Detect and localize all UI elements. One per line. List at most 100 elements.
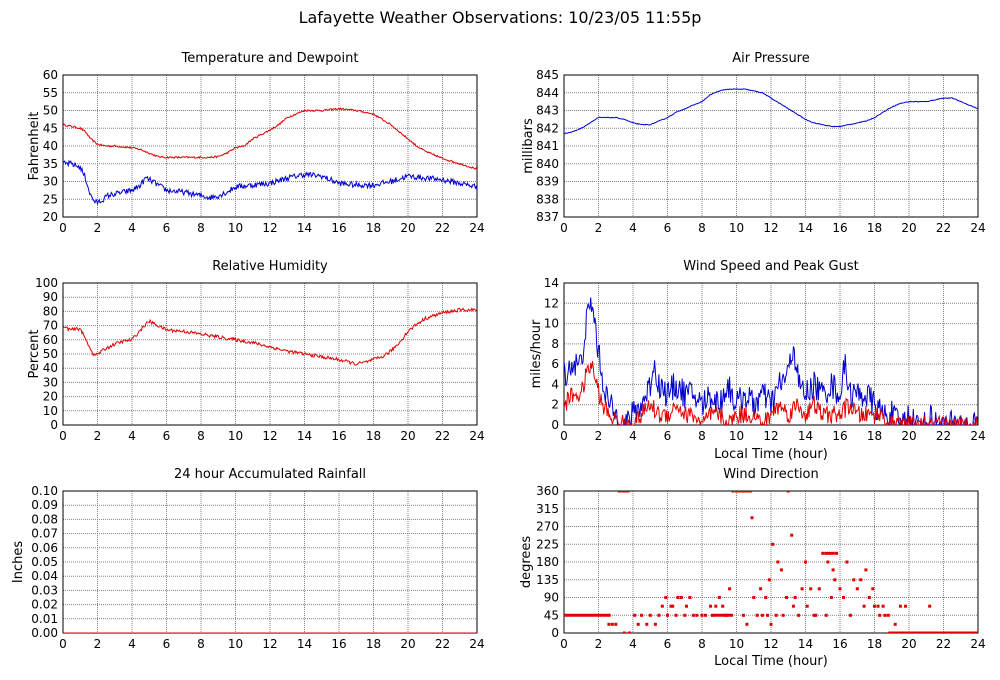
data-point <box>881 604 885 608</box>
data-point <box>873 604 876 608</box>
x-tick-label: 10 <box>228 429 243 443</box>
data-point <box>781 613 785 617</box>
data-point <box>731 491 735 493</box>
data-point <box>717 596 721 599</box>
x-tick-label: 0 <box>560 637 568 651</box>
plot-area <box>564 88 978 135</box>
x-tick-label: 4 <box>128 637 136 651</box>
data-point <box>835 551 838 555</box>
y-tick-label: 30 <box>43 375 58 389</box>
plot-frame <box>563 282 979 426</box>
data-point <box>617 491 621 493</box>
x-tick-label: 20 <box>901 429 916 443</box>
y-tick-label: 225 <box>536 537 559 551</box>
x-tick-label: 2 <box>94 429 102 443</box>
y-tick-label: 80 <box>43 304 58 318</box>
x-tick-label: 16 <box>331 637 346 651</box>
y-tick-label: 4 <box>551 377 559 391</box>
y-tick-label: 135 <box>536 573 559 587</box>
data-point <box>676 596 680 599</box>
y-tick-label: 843 <box>536 104 559 118</box>
data-point <box>683 613 687 617</box>
x-tick-label: 24 <box>469 429 484 443</box>
y-tick-label: 840 <box>536 157 559 171</box>
y-tick-label: 0 <box>551 418 559 432</box>
y-tick-label: 0.10 <box>31 484 58 498</box>
y-tick-label: 45 <box>544 608 559 622</box>
y-axis-label: Inches <box>11 541 26 583</box>
x-tick-label: 8 <box>197 429 205 443</box>
x-tick-label: 24 <box>469 221 484 235</box>
x-tick-label: 14 <box>297 637 312 651</box>
x-tick-label: 12 <box>262 221 277 235</box>
data-point <box>804 560 807 564</box>
y-tick-label: 40 <box>43 361 58 375</box>
data-point <box>883 613 887 617</box>
chart-accumulated-rainfall: 24 hour Accumulated Rainfall 0.000.010.02… <box>11 467 485 651</box>
y-tick-label: 0.06 <box>31 541 58 555</box>
y-axis-label: millibars <box>521 118 536 174</box>
data-point <box>640 613 644 617</box>
x-tick-label: 22 <box>435 637 450 651</box>
x-tick-label: 22 <box>936 637 951 651</box>
x-tick-label: 0 <box>59 221 67 235</box>
data-point <box>774 613 778 617</box>
y-tick-label: 70 <box>43 319 58 333</box>
y-tick-label: 0.09 <box>31 498 58 512</box>
x-tick-label: 18 <box>366 221 381 235</box>
data-point <box>700 613 704 617</box>
data-point <box>760 613 764 617</box>
data-point <box>747 491 751 493</box>
data-point <box>862 604 866 608</box>
x-tick-label: 20 <box>400 221 415 235</box>
data-point <box>660 604 664 608</box>
x-tick-label: 2 <box>94 221 102 235</box>
x-tick-label: 2 <box>595 429 603 443</box>
y-tick-label: 60 <box>43 333 58 347</box>
x-tick-label: 22 <box>435 429 450 443</box>
data-point <box>710 613 714 617</box>
x-tick-label: 14 <box>798 637 813 651</box>
y-tick-label: 20 <box>43 390 58 404</box>
x-tick-label: 6 <box>163 429 171 443</box>
x-tick-label: 4 <box>629 429 637 443</box>
data-point <box>812 613 816 617</box>
x-tick-label: 6 <box>664 221 672 235</box>
x-tick-label: 6 <box>664 637 672 651</box>
y-tick-label: 60 <box>43 68 58 82</box>
y-tick-label: 841 <box>536 139 559 153</box>
data-point <box>878 613 882 617</box>
data-point <box>838 587 842 591</box>
data-point <box>876 604 880 608</box>
data-point <box>842 596 845 599</box>
data-point <box>714 604 718 608</box>
y-tick-label: 0.03 <box>31 583 58 597</box>
plot-frame <box>563 490 979 634</box>
data-point <box>928 604 932 608</box>
series-line-0 <box>63 107 477 170</box>
x-tick-label: 0 <box>59 637 67 651</box>
y-tick-label: 315 <box>536 502 559 516</box>
data-point <box>724 613 728 617</box>
x-tick-label: 20 <box>400 637 415 651</box>
y-tick-label: 0.07 <box>31 527 58 541</box>
x-tick-label: 12 <box>763 637 778 651</box>
x-tick-label: 14 <box>798 221 813 235</box>
data-point <box>826 560 830 564</box>
x-tick-label: 18 <box>867 637 882 651</box>
x-tick-label: 10 <box>729 429 744 443</box>
data-point <box>793 596 797 599</box>
chart-temperature-dewpoint: Temperature and Dewpoint2025303540455055… <box>27 51 485 235</box>
x-tick-label: 4 <box>128 429 136 443</box>
x-tick-label: 14 <box>297 429 312 443</box>
data-point <box>871 587 875 591</box>
x-tick-label: 18 <box>366 637 381 651</box>
data-point <box>805 604 809 608</box>
x-tick-label: 6 <box>163 221 171 235</box>
y-axis-label: degrees <box>519 536 534 589</box>
x-axis-label: Local Time (hour) <box>714 654 828 669</box>
plot-frame <box>563 74 979 218</box>
plot-frame <box>62 282 478 426</box>
x-axis-label: Local Time (hour) <box>714 447 828 462</box>
